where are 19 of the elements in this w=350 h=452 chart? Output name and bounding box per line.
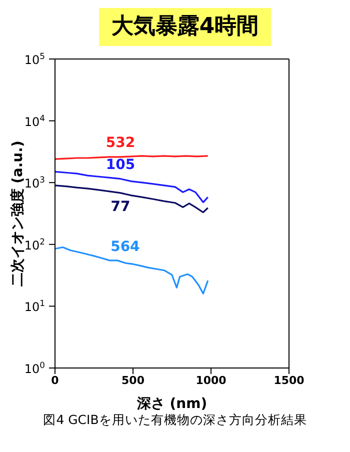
y-tick-label: 10$^{0}$ <box>24 360 45 376</box>
x-tick-label: 1000 <box>196 374 227 387</box>
y-tick-label: 10$^{5}$ <box>24 51 45 67</box>
caption: 図4 GCIBを用いた有機物の深さ方向分析結果 <box>42 412 308 429</box>
series-label: 77 <box>110 198 130 215</box>
y-axis-title: 二次イオン強度 (a.u.) <box>8 140 26 286</box>
series-label: 532 <box>106 134 136 151</box>
x-tick-label: 0 <box>51 374 60 387</box>
line-series <box>55 184 209 214</box>
y-tick-label: 10$^{3}$ <box>24 174 45 191</box>
series-label: 564 <box>110 239 140 256</box>
x-tick-label: 1500 <box>274 374 305 387</box>
series-label: 105 <box>106 156 136 173</box>
x-tick-label: 500 <box>122 374 145 387</box>
chart-title: 大気暴露4時間 <box>99 8 271 46</box>
y-tick-label: 10$^{2}$ <box>24 236 45 252</box>
y-tick-label: 10$^{1}$ <box>24 298 45 314</box>
y-tick-label: 10$^{4}$ <box>24 112 45 129</box>
x-axis-title: 深さ (nm) <box>136 396 208 412</box>
